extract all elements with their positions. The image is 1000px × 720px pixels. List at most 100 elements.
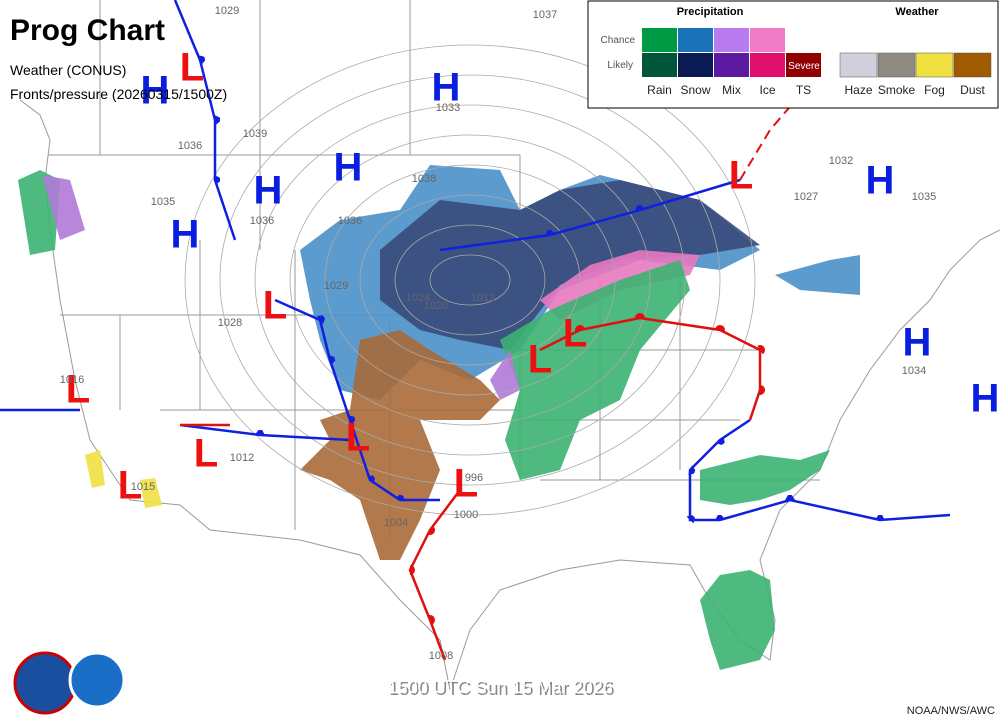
legend-label: Haze bbox=[844, 83, 872, 97]
isobar bbox=[324, 164, 616, 396]
legend-heading: Precipitation bbox=[677, 6, 744, 18]
isobar-label: 1038 bbox=[412, 173, 436, 185]
subtitle: Fronts/pressure (20260315/1500Z) bbox=[10, 86, 227, 102]
weather-area bbox=[42, 175, 85, 240]
isobar-label: 1035 bbox=[912, 191, 936, 203]
legend-swatch bbox=[678, 53, 713, 77]
legend-label: Rain bbox=[647, 83, 672, 97]
legend-swatch bbox=[839, 52, 878, 78]
subtitle: Weather (CONUS) bbox=[10, 62, 126, 78]
isobar-label: 1029 bbox=[324, 280, 348, 292]
weather-area bbox=[490, 350, 520, 400]
pressure-center: L bbox=[263, 284, 287, 328]
legend-swatch bbox=[642, 28, 677, 52]
legend-row: Likely bbox=[607, 60, 633, 71]
pressure-center: L bbox=[180, 46, 204, 90]
isobar-label: 1004 bbox=[384, 517, 408, 529]
isobar-label: 1036 bbox=[178, 140, 202, 152]
weather-areas bbox=[18, 165, 860, 670]
legend-swatch bbox=[786, 53, 821, 77]
legend-severe: Severe bbox=[788, 61, 820, 72]
isobar-label: 1035 bbox=[151, 196, 175, 208]
legend-swatch bbox=[915, 52, 954, 78]
pressure-center: H bbox=[254, 169, 283, 213]
legend-swatch bbox=[678, 28, 713, 52]
pressure-center: H bbox=[171, 213, 200, 257]
title: Prog Chart bbox=[10, 14, 165, 47]
legend-label: TS bbox=[796, 83, 811, 97]
legend-swatch bbox=[877, 52, 916, 78]
isobars bbox=[184, 44, 756, 516]
legend-label: Smoke bbox=[878, 83, 916, 97]
timestamp: 1500 UTC Sun 15 Mar 2026 bbox=[387, 677, 612, 697]
weather-area bbox=[700, 570, 775, 670]
isobar-label: 1016 bbox=[60, 374, 84, 386]
pressure-center: L bbox=[194, 432, 218, 476]
pressure-center: L bbox=[454, 462, 478, 506]
isobar-label: 1033 bbox=[436, 102, 460, 114]
cold-front bbox=[690, 418, 951, 520]
isobar bbox=[254, 104, 686, 456]
isobar-label: 1036 bbox=[338, 215, 362, 227]
isobar-label: 996 bbox=[465, 472, 483, 484]
border bbox=[19, 99, 451, 691]
isobar-label: 1024 bbox=[406, 292, 430, 304]
warm-front bbox=[539, 313, 765, 421]
legend-swatch bbox=[953, 52, 992, 78]
isobar bbox=[394, 224, 546, 336]
pressure-center: L bbox=[729, 154, 753, 198]
pressure-center: L bbox=[346, 416, 370, 460]
isobar bbox=[289, 134, 651, 426]
isobar bbox=[219, 74, 721, 486]
legend: Precipitation Weather Chance Likely Rain… bbox=[587, 0, 999, 109]
isobar-label: 1034 bbox=[902, 365, 926, 377]
isobar-label: 1037 bbox=[533, 9, 557, 21]
cold-front bbox=[179, 423, 351, 442]
isobar-label: 1000 bbox=[454, 509, 478, 521]
weather-area bbox=[700, 450, 830, 505]
legend-label: Snow bbox=[680, 83, 710, 97]
isobar-label: 1012 bbox=[230, 452, 254, 464]
isobar bbox=[184, 44, 756, 516]
isobar-label: 1015 bbox=[131, 481, 155, 493]
isobar-label: 1039 bbox=[243, 128, 267, 140]
pressure-center: H bbox=[971, 377, 1000, 421]
pressure-center: L bbox=[528, 338, 552, 382]
logos bbox=[13, 651, 126, 715]
weather-area bbox=[775, 255, 860, 295]
isobar bbox=[429, 254, 511, 306]
cold-front bbox=[173, 0, 237, 241]
legend-label: Mix bbox=[722, 83, 741, 97]
cold-front bbox=[274, 298, 440, 500]
weather-area bbox=[85, 450, 105, 488]
weather-area bbox=[140, 478, 162, 508]
legend-swatch bbox=[750, 28, 785, 52]
legend-swatch bbox=[714, 28, 749, 52]
credit: NOAA/NWS/AWC bbox=[907, 705, 995, 717]
pressure-center: L bbox=[66, 368, 90, 412]
legend-swatch bbox=[750, 53, 785, 77]
legend-label: Ice bbox=[759, 83, 775, 97]
pressure-center: H bbox=[141, 69, 170, 113]
isobar-label: 1036 bbox=[250, 215, 274, 227]
timestamp-shadow: 1500 UTC Sun 15 Mar 2026 bbox=[389, 679, 614, 699]
legend-label: Dust bbox=[960, 83, 985, 97]
noaa-logo bbox=[68, 651, 126, 709]
legend-label: Fog bbox=[924, 83, 945, 97]
pressure-center: L bbox=[563, 312, 587, 356]
isobar-label: 1027 bbox=[794, 191, 818, 203]
legend-row: Chance bbox=[601, 35, 636, 46]
legend-swatch bbox=[642, 53, 677, 77]
isobar-label: 1028 bbox=[218, 317, 242, 329]
pressure-center: L bbox=[118, 464, 142, 508]
legend-heading: Weather bbox=[895, 6, 939, 18]
weather-area bbox=[380, 180, 760, 350]
isobar-label: 1029 bbox=[215, 5, 239, 17]
legend-swatch bbox=[714, 53, 749, 77]
border bbox=[99, 0, 411, 410]
isobar-label: 1008 bbox=[429, 650, 453, 662]
pressure-center: H bbox=[903, 321, 932, 365]
pressure-center: H bbox=[432, 66, 461, 110]
